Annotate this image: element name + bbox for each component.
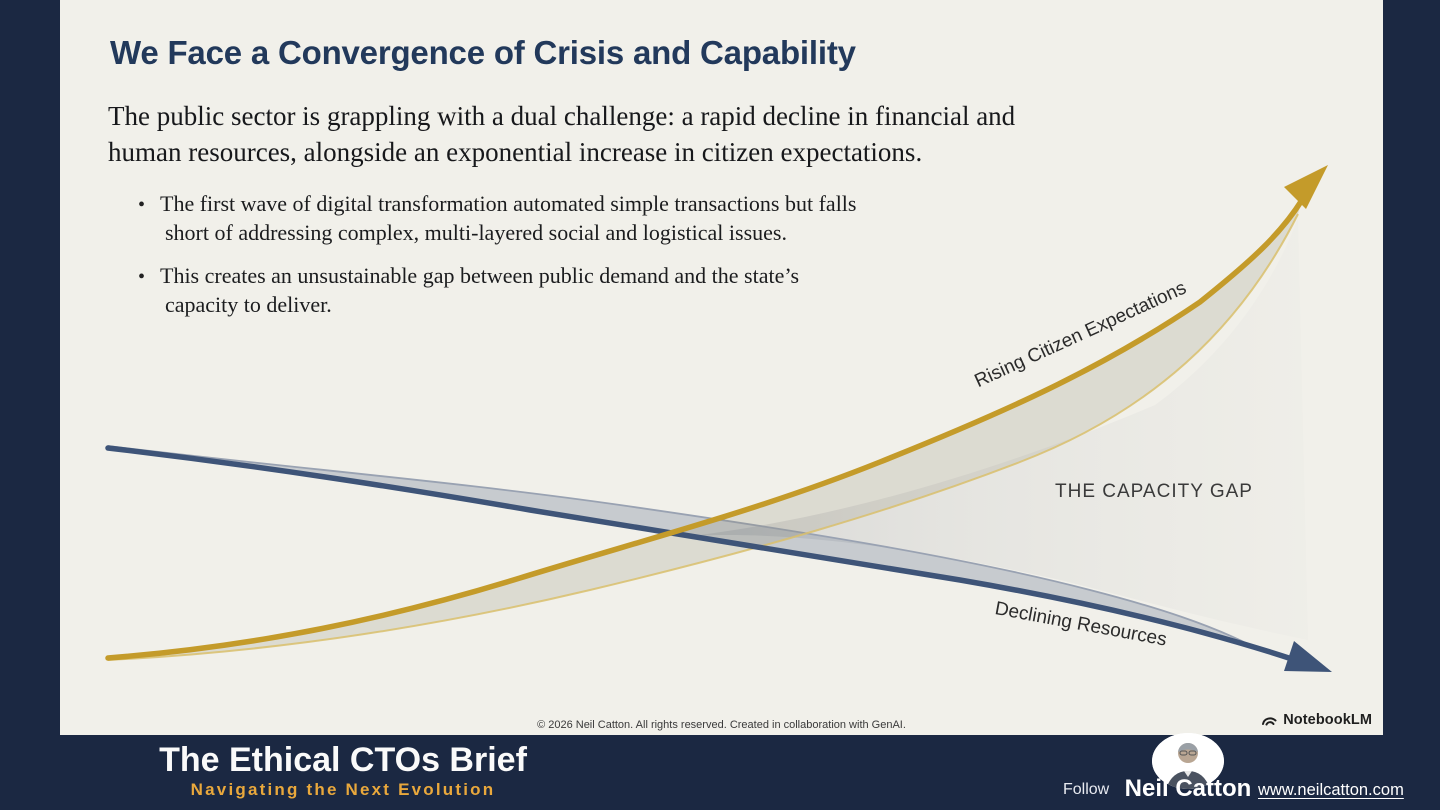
- intro-line-1: The public sector is grappling with a du…: [108, 101, 1016, 131]
- brand-block: The Ethical CTOs Brief Navigating the Ne…: [103, 742, 583, 800]
- bullet-text: This creates an unsustainable gap betwee…: [160, 261, 799, 319]
- page-title: We Face a Convergence of Crisis and Capa…: [110, 34, 856, 71]
- rising-curve-band: [108, 200, 1302, 660]
- bullet-line: capacity to deliver.: [165, 292, 332, 317]
- bullet-line: short of addressing complex, multi-layer…: [165, 220, 787, 245]
- bullet-line: This creates an unsustainable gap betwee…: [160, 263, 800, 288]
- brand-title: The Ethical CTOs Brief: [159, 741, 527, 779]
- capacity-gap-shading: [692, 218, 1308, 640]
- bullet-icon: [138, 261, 160, 319]
- brand-tagline: Navigating the Next Evolution: [190, 780, 496, 799]
- website-link[interactable]: www.neilcatton.com: [1258, 781, 1404, 799]
- notebooklm-icon: [1262, 716, 1277, 725]
- rising-arrowhead: [1284, 165, 1328, 209]
- declining-curve: [105, 445, 1298, 663]
- declining-arrowhead: [1284, 641, 1332, 672]
- rising-curve: [105, 197, 1305, 661]
- declining-band-top-edge: [107, 445, 1251, 646]
- intro-line-2: human resources, alongside an exponentia…: [108, 137, 923, 167]
- follow-label: Follow: [1063, 781, 1110, 798]
- author-name: Neil Catton: [1124, 775, 1252, 802]
- capability-diagram: [105, 165, 1332, 672]
- avatar: [1152, 733, 1224, 789]
- slide: Rising Citizen Expectations THE CAPACITY…: [60, 0, 1383, 735]
- notebooklm-badge: NotebookLM: [1261, 710, 1372, 730]
- bullet-item: This creates an unsustainable gap betwee…: [138, 261, 856, 319]
- copyright-text: © 2026 Neil Catton. All rights reserved.…: [537, 719, 906, 731]
- rising-band-bottom-edge: [107, 213, 1299, 661]
- notebooklm-label: NotebookLM: [1283, 712, 1372, 728]
- footer: The Ethical CTOs Brief Navigating the Ne…: [0, 733, 1440, 810]
- bullet-list: The first wave of digital transformation…: [138, 189, 856, 333]
- bullet-line: The first wave of digital transformation…: [160, 191, 857, 216]
- bullet-item: The first wave of digital transformation…: [138, 189, 856, 247]
- capacity-gap-label: THE CAPACITY GAP: [1055, 481, 1253, 502]
- bullet-text: The first wave of digital transformation…: [160, 189, 856, 247]
- intro-paragraph: The public sector is grappling with a du…: [108, 98, 1015, 170]
- bullet-icon: [138, 189, 160, 247]
- avatar-photo-icon: [1152, 733, 1224, 789]
